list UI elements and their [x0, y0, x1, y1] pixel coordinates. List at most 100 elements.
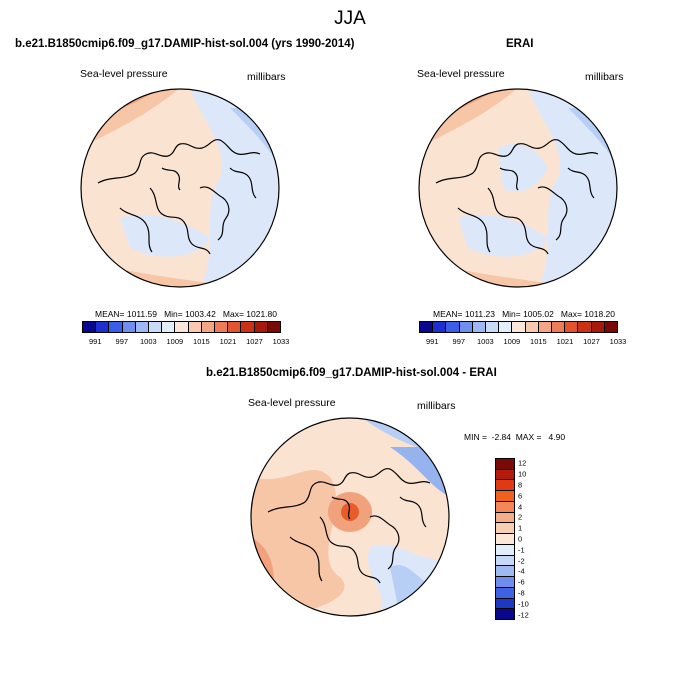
colorbar-tick-label: -1	[518, 545, 525, 555]
colorbar-tick-label: 10	[518, 469, 527, 479]
panel2-colorbar-ticks: 991 997 1003 1009 1015 1021 1027 1033	[419, 337, 626, 347]
colorbar-swatch	[135, 322, 150, 332]
colorbar-tick-label: -2	[518, 556, 525, 566]
colorbar-tick-label: -8	[518, 588, 525, 598]
colorbar-swatch	[499, 322, 513, 332]
colorbar-swatch	[538, 322, 553, 332]
coastline	[487, 187, 549, 255]
coastline	[161, 167, 181, 191]
colorbar-swatch	[496, 469, 514, 481]
coastline	[149, 187, 211, 255]
colorbar-swatch	[446, 322, 460, 332]
panel1-units-label: millibars	[247, 71, 286, 83]
colorbar-swatch	[496, 598, 514, 610]
colorbar-tick-label: 997	[452, 337, 466, 346]
colorbar-tick-label: -6	[518, 577, 525, 587]
colorbar-tick-label: 1033	[609, 337, 627, 346]
coastline	[399, 496, 427, 528]
colorbar-tick-label: 1027	[583, 337, 600, 346]
low-pressure-region	[458, 214, 548, 257]
colorbar-swatch	[552, 322, 566, 332]
colorbar-swatch	[496, 566, 514, 578]
panel2-polar-map	[418, 88, 618, 288]
panel2-variable-label: Sea-level pressure	[417, 68, 505, 80]
panel3-title: b.e21.B1850cmip6.f09_g17.DAMIP-hist-sol.…	[206, 367, 497, 379]
colorbar-tick-label: 1	[518, 523, 523, 533]
colorbar-swatch	[420, 322, 434, 332]
colorbar-swatch	[149, 322, 163, 332]
colorbar-tick-label: 1015	[193, 337, 210, 346]
colorbar-swatch	[496, 555, 514, 567]
coastline	[289, 536, 323, 582]
coastline	[229, 167, 257, 199]
coastline	[567, 167, 595, 199]
colorbar-swatch	[496, 459, 514, 470]
coastline	[97, 139, 261, 184]
colorbar-tick-label: 1027	[246, 337, 263, 346]
colorbar-tick-label: -10	[518, 599, 529, 609]
colorbar-tick-label: 1021	[556, 337, 574, 346]
panel1-title: b.e21.B1850cmip6.f09_g17.DAMIP-hist-sol.…	[15, 38, 355, 50]
colorbar-swatch	[496, 512, 514, 524]
colorbar-swatch	[486, 322, 500, 332]
colorbar-swatch	[496, 534, 514, 545]
colorbar-swatch	[496, 544, 514, 556]
panel3-polar-map	[250, 417, 450, 617]
colorbar-tick-label: 1003	[476, 337, 494, 346]
colorbar-swatch	[109, 322, 123, 332]
colorbar-swatch	[604, 322, 618, 332]
coastline	[369, 515, 400, 570]
colorbar-swatch	[267, 322, 281, 332]
coastline	[537, 186, 568, 241]
colorbar-swatch	[83, 322, 97, 332]
panel2-units-label: millibars	[585, 71, 624, 83]
figure-title: JJA	[334, 8, 366, 29]
colorbar-tick-label: 8	[518, 480, 523, 490]
coastline	[319, 516, 381, 584]
colorbar-swatch	[496, 501, 514, 513]
colorbar-swatch	[175, 322, 189, 332]
colorbar-tick-label: 1009	[166, 337, 184, 346]
difference-colorbar	[495, 458, 515, 620]
panel3-units-label: millibars	[417, 400, 456, 412]
colorbar-swatch	[496, 577, 514, 588]
coastline	[267, 468, 431, 513]
coastline	[457, 207, 491, 253]
panel1-colorbar-ticks: 991 997 1003 1009 1015 1021 1027 1033	[82, 337, 289, 347]
colorbar-tick-label: 1015	[530, 337, 547, 346]
panel1-stats: MEAN= 1011.59 Min= 1003.42 Max= 1021.80	[95, 309, 278, 319]
colorbar-swatch	[254, 322, 268, 332]
low-pressure-region	[498, 144, 548, 192]
colorbar-swatch	[433, 322, 447, 332]
colorbar-swatch	[565, 322, 579, 332]
low-pressure-region	[528, 89, 617, 287]
panel1-polar-map	[80, 88, 280, 288]
low-pressure-region	[190, 89, 279, 287]
colorbar-swatch	[591, 322, 605, 332]
colorbar-swatch	[512, 322, 526, 332]
panel3-variable-label: Sea-level pressure	[248, 397, 336, 409]
panel2-colorbar	[419, 321, 618, 333]
colorbar-tick-label: 4	[518, 502, 523, 512]
colorbar-swatch	[496, 609, 514, 620]
coastline	[331, 496, 351, 520]
colorbar-tick-label: 12	[518, 458, 527, 468]
colorbar-swatch	[201, 322, 216, 332]
colorbar-swatch	[162, 322, 176, 332]
colorbar-tick-label: 0	[518, 534, 523, 544]
panel2-stats: MEAN= 1011.23 Min= 1005.02 Max= 1018.20	[433, 309, 616, 319]
colorbar-swatch	[96, 322, 110, 332]
colorbar-tick-label: 997	[115, 337, 129, 346]
panel1-variable-label: Sea-level pressure	[80, 68, 168, 80]
high-pressure-region	[81, 89, 180, 148]
colorbar-swatch	[188, 322, 202, 332]
colorbar-tick-label: 1009	[503, 337, 521, 346]
coastline	[119, 207, 153, 253]
colorbar-swatch	[459, 322, 473, 332]
colorbar-tick-label: 6	[518, 491, 523, 501]
map-boundary	[418, 88, 618, 288]
map-boundary	[250, 417, 450, 617]
coastline	[435, 139, 599, 184]
high-pressure-region	[419, 89, 518, 148]
colorbar-tick-label: 2	[518, 512, 523, 522]
